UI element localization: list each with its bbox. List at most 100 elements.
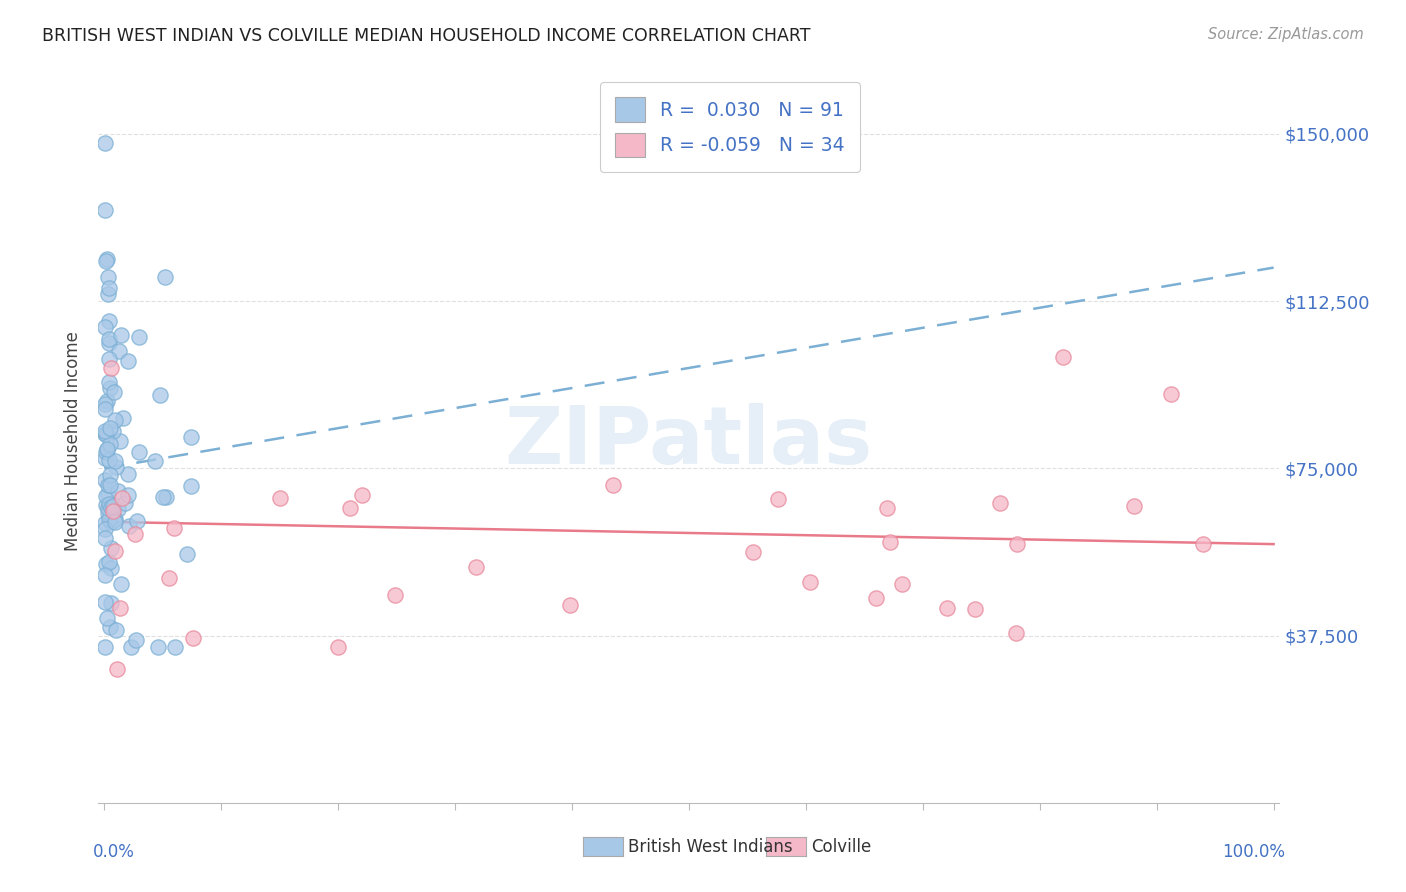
Point xyxy=(98,512,121,526)
Point xyxy=(108,434,131,449)
Point xyxy=(180,479,202,493)
Point xyxy=(120,640,142,654)
Point xyxy=(105,662,128,676)
Text: BRITISH WEST INDIAN VS COLVILLE MEDIAN HOUSEHOLD INCOME CORRELATION CHART: BRITISH WEST INDIAN VS COLVILLE MEDIAN H… xyxy=(42,27,811,45)
Point xyxy=(98,280,121,294)
Point xyxy=(103,425,125,439)
Point xyxy=(128,445,150,459)
Point xyxy=(183,631,205,645)
Point xyxy=(94,253,117,268)
Point xyxy=(94,522,117,536)
Point xyxy=(891,577,914,591)
Point xyxy=(98,352,121,367)
Point xyxy=(97,336,120,351)
Point xyxy=(96,611,118,625)
Point xyxy=(155,270,177,285)
Point xyxy=(97,501,120,516)
Point xyxy=(163,521,186,535)
Point xyxy=(96,557,118,571)
Point xyxy=(94,489,117,503)
Point xyxy=(560,599,582,613)
Point xyxy=(112,410,135,425)
Point xyxy=(1052,350,1074,364)
Point xyxy=(96,443,118,458)
Point xyxy=(100,596,122,610)
Point xyxy=(94,402,117,417)
Point xyxy=(98,421,121,435)
Point xyxy=(799,574,821,589)
Legend: R =  0.030   N = 91, R = -0.059   N = 34: R = 0.030 N = 91, R = -0.059 N = 34 xyxy=(600,82,860,172)
Point xyxy=(108,344,131,359)
Point xyxy=(165,640,187,654)
Point xyxy=(98,436,121,450)
Point xyxy=(94,397,117,411)
Point xyxy=(879,534,901,549)
Text: ZIPatlas: ZIPatlas xyxy=(505,402,873,481)
Point xyxy=(96,442,118,457)
Point xyxy=(94,202,117,217)
Point xyxy=(105,460,128,475)
Point xyxy=(94,531,117,545)
Point xyxy=(117,467,139,481)
Point xyxy=(103,511,125,525)
Point xyxy=(98,381,121,395)
Point xyxy=(101,504,124,518)
Point xyxy=(97,487,120,501)
Point xyxy=(98,555,121,569)
Text: 0.0%: 0.0% xyxy=(93,843,135,861)
Point xyxy=(94,516,117,530)
Point xyxy=(114,496,136,510)
Text: British West Indians: British West Indians xyxy=(628,838,793,855)
Point xyxy=(100,561,122,575)
Point xyxy=(100,500,122,515)
Point xyxy=(94,498,117,512)
Point xyxy=(94,473,117,487)
Point xyxy=(100,541,122,556)
Point xyxy=(104,454,127,468)
Point xyxy=(103,385,125,400)
Point xyxy=(180,430,202,444)
Point xyxy=(97,269,120,284)
Point xyxy=(742,545,765,559)
Y-axis label: Median Household Income: Median Household Income xyxy=(65,332,83,551)
Point xyxy=(103,513,125,527)
Point xyxy=(97,453,120,467)
Point xyxy=(935,600,957,615)
Point xyxy=(350,488,373,502)
Point xyxy=(98,468,121,483)
Point xyxy=(97,332,120,346)
Point xyxy=(110,327,132,342)
Point xyxy=(107,502,129,516)
Point xyxy=(98,477,121,491)
Point xyxy=(96,427,118,442)
Text: Source: ZipAtlas.com: Source: ZipAtlas.com xyxy=(1208,27,1364,42)
Point xyxy=(766,492,789,507)
Point xyxy=(1005,537,1028,551)
Point xyxy=(100,361,122,376)
Point xyxy=(143,454,166,468)
Point xyxy=(125,514,148,528)
Point xyxy=(96,252,118,266)
Point xyxy=(326,640,349,654)
Point xyxy=(117,488,139,502)
Point xyxy=(97,376,120,390)
Point xyxy=(97,497,120,511)
Point xyxy=(146,640,169,654)
Point xyxy=(101,499,124,513)
Point xyxy=(94,136,117,150)
Point xyxy=(602,478,624,492)
Point xyxy=(876,501,898,516)
Point xyxy=(104,544,127,558)
Point xyxy=(118,519,141,533)
Point xyxy=(128,329,150,343)
Point xyxy=(94,320,117,334)
Point xyxy=(104,516,127,530)
Point xyxy=(1005,626,1028,640)
Point xyxy=(94,424,117,438)
Point xyxy=(1192,537,1215,551)
Point xyxy=(464,560,486,574)
Point xyxy=(339,501,361,516)
Point xyxy=(111,491,134,505)
Point xyxy=(94,640,117,654)
Point xyxy=(988,496,1011,510)
